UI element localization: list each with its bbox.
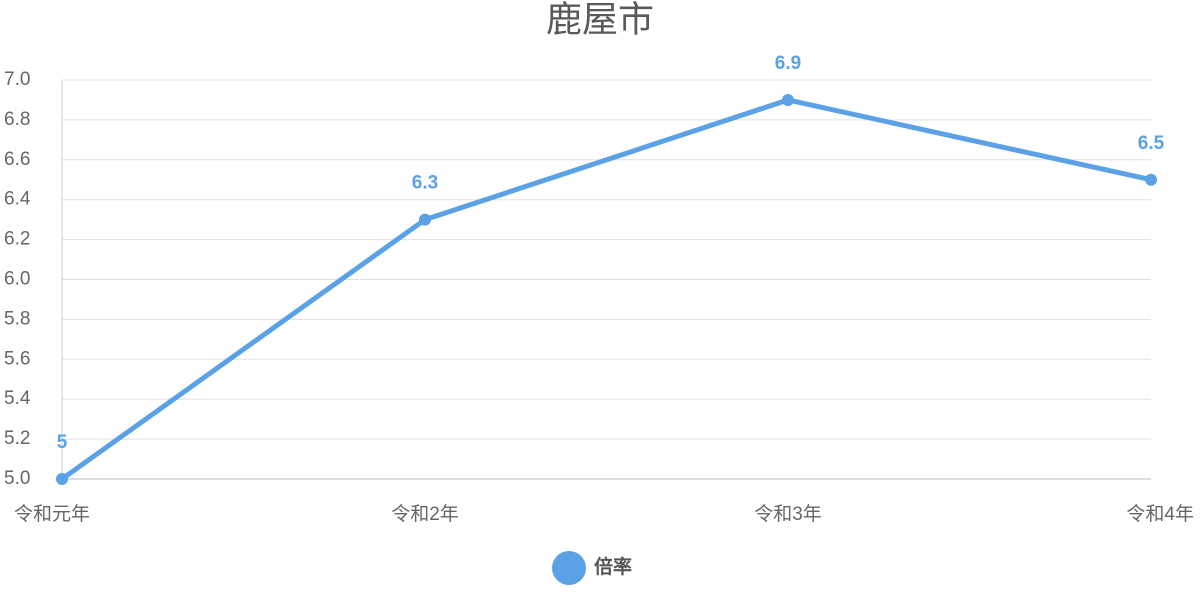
data-line	[60, 97, 1152, 482]
legend-label: 倍率	[594, 555, 632, 578]
y-tick-label: 6.0	[4, 269, 30, 290]
data-point	[56, 473, 68, 485]
data-label: 6.9	[775, 53, 801, 74]
chart-title: 鹿屋市	[546, 0, 654, 40]
y-tick-label: 6.2	[4, 229, 30, 250]
data-label: 6.3	[412, 173, 438, 194]
y-tick-label: 5.2	[4, 428, 30, 449]
data-point	[419, 213, 431, 226]
data-point	[782, 93, 794, 106]
legend-marker	[552, 551, 586, 585]
x-tick-label: 令和元年	[14, 503, 90, 525]
y-tick-label: 6.4	[4, 189, 31, 210]
data-label: 6.5	[1138, 133, 1165, 154]
y-tick-label: 6.6	[4, 149, 30, 170]
y-tick-label: 6.8	[4, 109, 30, 130]
y-tick-label: 5.4	[4, 388, 31, 409]
y-tick-label: 5.6	[4, 348, 30, 369]
x-tick-label: 令和2年	[391, 503, 459, 525]
y-tick-label: 7.0	[4, 69, 30, 90]
x-tick-label: 令和4年	[1126, 503, 1194, 525]
x-tick-label: 令和3年	[754, 503, 822, 525]
data-point	[1145, 173, 1157, 186]
y-tick-label: 5.0	[4, 468, 30, 489]
y-tick-label: 5.8	[4, 308, 30, 329]
data-label: 5	[57, 432, 68, 453]
